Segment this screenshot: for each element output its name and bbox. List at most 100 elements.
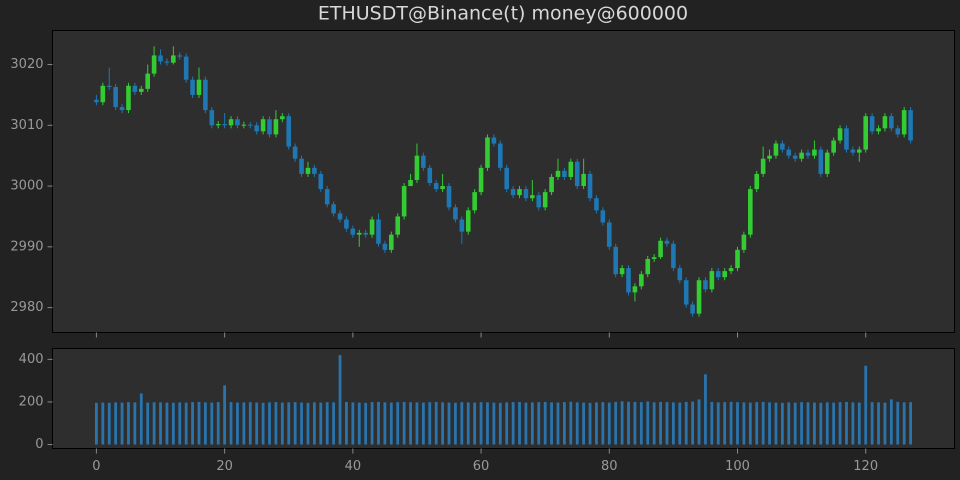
candle-body — [260, 119, 266, 132]
volume-bar — [101, 402, 105, 445]
x-tick-label: 0 — [92, 459, 100, 474]
volume-bar — [107, 402, 111, 445]
volume-bar — [460, 402, 464, 445]
candle-body — [280, 116, 285, 120]
candle-body — [632, 286, 638, 293]
candle-body — [151, 55, 157, 74]
volume-bar — [486, 402, 489, 445]
volume-bar — [505, 402, 509, 445]
candle-body — [683, 280, 689, 305]
volume-bar — [345, 401, 348, 445]
candle-body — [869, 116, 875, 132]
candle-body — [241, 124, 247, 126]
candle-body — [254, 125, 259, 132]
volume-bar — [825, 402, 829, 445]
volume-bar — [857, 402, 861, 445]
volume-bar — [556, 402, 560, 445]
candle-body — [228, 119, 234, 126]
candle-body — [587, 173, 593, 199]
volume-bar — [691, 401, 695, 445]
candle-body — [542, 192, 548, 208]
candle-body — [459, 219, 465, 232]
candle-body — [626, 268, 631, 293]
candle-body — [113, 87, 118, 108]
volume-bar — [800, 402, 804, 445]
candle-body — [126, 85, 131, 111]
candle-body — [106, 85, 112, 88]
volume-bar — [203, 402, 207, 445]
candle-body — [318, 173, 324, 190]
volume-bar — [139, 393, 143, 445]
volume-bar — [319, 402, 323, 445]
volume-bar — [652, 402, 656, 445]
volume-bar — [761, 401, 765, 445]
volume-bar — [723, 402, 727, 445]
volume-bar — [768, 402, 771, 445]
volume-bar — [646, 401, 650, 445]
candle-body — [831, 140, 836, 153]
volume-bar — [870, 402, 874, 445]
candle-body — [536, 195, 542, 208]
candle-body — [671, 243, 676, 269]
volume-bar — [748, 402, 752, 445]
volume-bar — [178, 402, 182, 445]
candle-body — [235, 119, 240, 126]
candle-body — [619, 268, 625, 275]
candle-body — [215, 124, 221, 126]
candle-body — [530, 195, 535, 199]
candle-body — [555, 170, 561, 177]
volume-bar — [274, 402, 278, 445]
volume-bar — [780, 402, 784, 445]
candle-body — [356, 232, 362, 235]
chart-title: ETHUSDT@Binance(t) money@600000 — [318, 3, 688, 25]
candle-body — [312, 167, 317, 174]
volume-bar — [325, 402, 329, 445]
candle-body — [690, 304, 695, 314]
volume-bar — [357, 402, 361, 445]
candle-body — [395, 216, 401, 235]
candle-body — [433, 183, 439, 190]
candle-body — [703, 280, 708, 290]
candle-body — [247, 124, 253, 126]
candle-body — [305, 167, 311, 174]
volume-bar — [575, 402, 579, 445]
volume-bar — [550, 402, 553, 445]
volume-bar — [268, 402, 271, 445]
candle-body — [709, 271, 715, 290]
candle-body — [735, 249, 740, 269]
volume-bar — [383, 402, 387, 445]
y-tick-label: 2990 — [10, 239, 43, 254]
volume-bar — [287, 402, 291, 445]
volume-bar — [255, 402, 259, 445]
volume-bar — [563, 402, 566, 445]
candle-body — [485, 137, 490, 168]
candle-body — [523, 189, 529, 199]
candle-body — [350, 228, 356, 235]
candle-body — [183, 56, 189, 80]
volume-bar — [191, 402, 194, 445]
volume-bar — [370, 402, 374, 445]
candle-body — [491, 137, 497, 144]
volume-bar — [614, 401, 618, 445]
volume-bar — [665, 402, 669, 445]
candle-body — [639, 274, 644, 287]
candle-body — [882, 116, 888, 129]
volume-bar — [338, 355, 342, 445]
volume-bar — [710, 401, 714, 445]
volume-bar — [671, 402, 675, 445]
volume-bar — [787, 402, 791, 445]
x-tick-label: 100 — [725, 459, 750, 474]
x-tick-label: 40 — [345, 459, 362, 474]
volume-bar — [889, 399, 893, 445]
volume-bar — [582, 402, 586, 445]
volume-bar — [415, 402, 419, 445]
candle-body — [748, 189, 753, 235]
volume-bar — [793, 402, 797, 445]
volume-bar — [909, 402, 912, 445]
y-tick-label: 2980 — [10, 300, 43, 315]
volume-bar — [248, 402, 252, 445]
candle-body — [799, 152, 804, 159]
candle-body — [369, 219, 375, 235]
volume-bar — [832, 402, 836, 445]
candle-body — [850, 149, 856, 153]
